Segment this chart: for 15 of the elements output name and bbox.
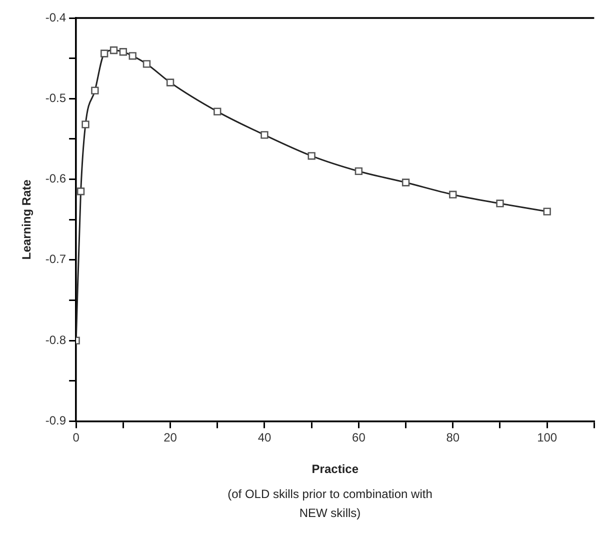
text: (of OLD skills prior to combination with NEW skills) [226,486,434,522]
y-tick-label: -0.4 [45,10,66,24]
x-tick-label: 80 [446,430,460,445]
y-tick-label: -0.7 [45,252,66,266]
y-tick-label: -0.5 [45,90,66,105]
y-tick-label: -0.8 [45,332,66,347]
x-axis-title: Practice [312,462,359,476]
x-tick-label: 0 [72,430,80,445]
y-tick-label: -0.9 [45,414,66,428]
x-tick-label: 100 [537,430,558,445]
y-axis-title: Learning Rate [20,179,34,260]
x-tick-label: 20 [164,430,178,445]
x-tick-label: 40 [258,430,272,445]
x-tick-label: 60 [352,430,366,445]
y-tick-label: -0.6 [45,172,66,186]
